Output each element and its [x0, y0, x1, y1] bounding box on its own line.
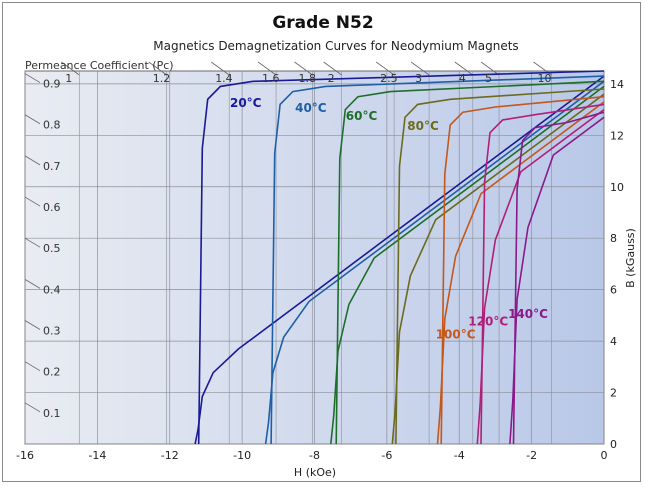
- pc-top-label-2: 1.4: [215, 72, 233, 85]
- pc-top-label-7: 3: [415, 72, 422, 85]
- pc-left-tick-8: [24, 402, 41, 413]
- y-tick-label-1: 2: [610, 387, 617, 400]
- pc-top-label-1: 1.2: [153, 72, 171, 85]
- x-tick-label-7: -2: [526, 449, 537, 462]
- y-tick-label-0: 0: [610, 438, 617, 451]
- series-label-4: 100°C: [436, 328, 476, 342]
- pc-top-tick-1: [148, 61, 167, 76]
- series-b-curve-0: [194, 75, 605, 445]
- pc-top-tick-0: [61, 61, 80, 76]
- pc-left-tick-1: [24, 114, 41, 125]
- series-b-curve-2: [330, 85, 605, 445]
- pc-top-tick-8: [454, 61, 474, 76]
- series-b-curve-1: [264, 80, 605, 445]
- label-layer: -16 -14 -12 -10 -8 -6 -4 -2 00 2 4 6 8 10 12 14 1 1.2 1.4 1…: [16, 72, 624, 462]
- grid-layer: [24, 71, 605, 445]
- pc-top-tick-2: [210, 61, 230, 76]
- pc-top-tick-3: [257, 61, 277, 76]
- pc-left-tick-0: [24, 73, 41, 83]
- y-tick-label-2: 4: [610, 335, 617, 348]
- pc-left-label-1: 0.8: [43, 119, 61, 132]
- pc-top-tick-9: [480, 61, 500, 76]
- chart-frame: Grade N52 Magnetics Demagnetization Curv…: [2, 2, 641, 482]
- series-label-6: 140°C: [508, 307, 548, 321]
- pc-left-tick-7: [24, 361, 41, 372]
- series-b-curve-6: [509, 116, 605, 445]
- series-j-curve-0: [197, 70, 605, 445]
- series-j-curve-5: [480, 103, 605, 445]
- pc-top-label-3: 1.6: [262, 72, 280, 85]
- pc-top-label-8: 4: [459, 72, 466, 85]
- y-axis-label: B (kGauss): [624, 228, 637, 288]
- y-tick-label-4: 8: [610, 232, 617, 245]
- permeance-lines: [24, 61, 552, 444]
- series-label-5: 120°C: [468, 315, 508, 329]
- pc-top-label-0: 1: [65, 72, 72, 85]
- pc-top-tick-7: [410, 61, 430, 76]
- curve-layer: [194, 70, 605, 445]
- pc-left-label-0: 0.9: [43, 78, 61, 91]
- pc-axis-label: Permeance Coefficient (Pc): [25, 59, 174, 72]
- pc-top-label-5: 2: [328, 72, 335, 85]
- y-tick-label-7: 14: [610, 78, 624, 91]
- y-tick-label-6: 12: [610, 129, 624, 142]
- pc-top-label-9: 5: [485, 72, 492, 85]
- chart-subtitle: Magnetics Demagnetization Curves for Neo…: [153, 39, 518, 53]
- series-j-curve-4: [440, 95, 605, 445]
- pc-left-tick-3: [24, 196, 41, 207]
- pc-top-label-10: 10: [538, 72, 552, 85]
- series-label-0: 20°C: [230, 96, 262, 110]
- chart-title: Grade N52: [272, 13, 373, 33]
- pc-left-tick-5: [24, 279, 41, 289]
- pc-top-label-4: 1.8: [298, 72, 316, 85]
- x-tick-label-0: -16: [16, 449, 34, 462]
- y-tick-label-5: 10: [610, 181, 624, 194]
- pc-left-label-7: 0.2: [43, 366, 61, 379]
- chart-svg: Grade N52 Magnetics Demagnetization Curv…: [16, 13, 637, 479]
- pc-top-tick-5: [323, 61, 342, 76]
- series-label-1: 40°C: [295, 101, 327, 115]
- pc-left-label-8: 0.1: [43, 407, 61, 420]
- x-tick-label-3: -10: [233, 449, 251, 462]
- y-tick-label-3: 6: [610, 284, 617, 297]
- x-tick-label-4: -8: [309, 449, 320, 462]
- pc-top-tick-4: [294, 61, 313, 76]
- x-tick-label-1: -14: [88, 449, 106, 462]
- series-j-curve-6: [512, 111, 605, 445]
- series-label-2: 60°C: [346, 109, 378, 123]
- x-tick-label-5: -6: [381, 449, 392, 462]
- series-b-curve-4: [436, 101, 605, 445]
- pc-top-tick-6: [375, 61, 395, 76]
- pc-left-label-2: 0.7: [43, 160, 61, 173]
- pc-left-label-3: 0.6: [43, 201, 61, 214]
- series-label-3: 80°C: [407, 119, 439, 133]
- x-tick-label-8: 0: [601, 449, 608, 462]
- series-b-curve-3: [391, 93, 605, 445]
- pc-left-tick-6: [24, 320, 41, 330]
- x-tick-label-2: -12: [161, 449, 179, 462]
- pc-top-label-6: 2.5: [380, 72, 398, 85]
- pc-left-label-5: 0.4: [43, 283, 61, 296]
- x-tick-label-6: -4: [454, 449, 465, 462]
- pc-left-label-6: 0.3: [43, 325, 61, 338]
- pc-left-label-4: 0.5: [43, 242, 61, 255]
- x-axis-label: H (kOe): [294, 466, 336, 479]
- pc-left-tick-2: [24, 155, 41, 166]
- pc-left-tick-4: [24, 237, 41, 248]
- series-j-curve-3: [395, 88, 605, 445]
- series-b-curve-5: [476, 108, 605, 445]
- series-j-curve-2: [335, 80, 605, 445]
- series-j-curve-1: [270, 75, 605, 445]
